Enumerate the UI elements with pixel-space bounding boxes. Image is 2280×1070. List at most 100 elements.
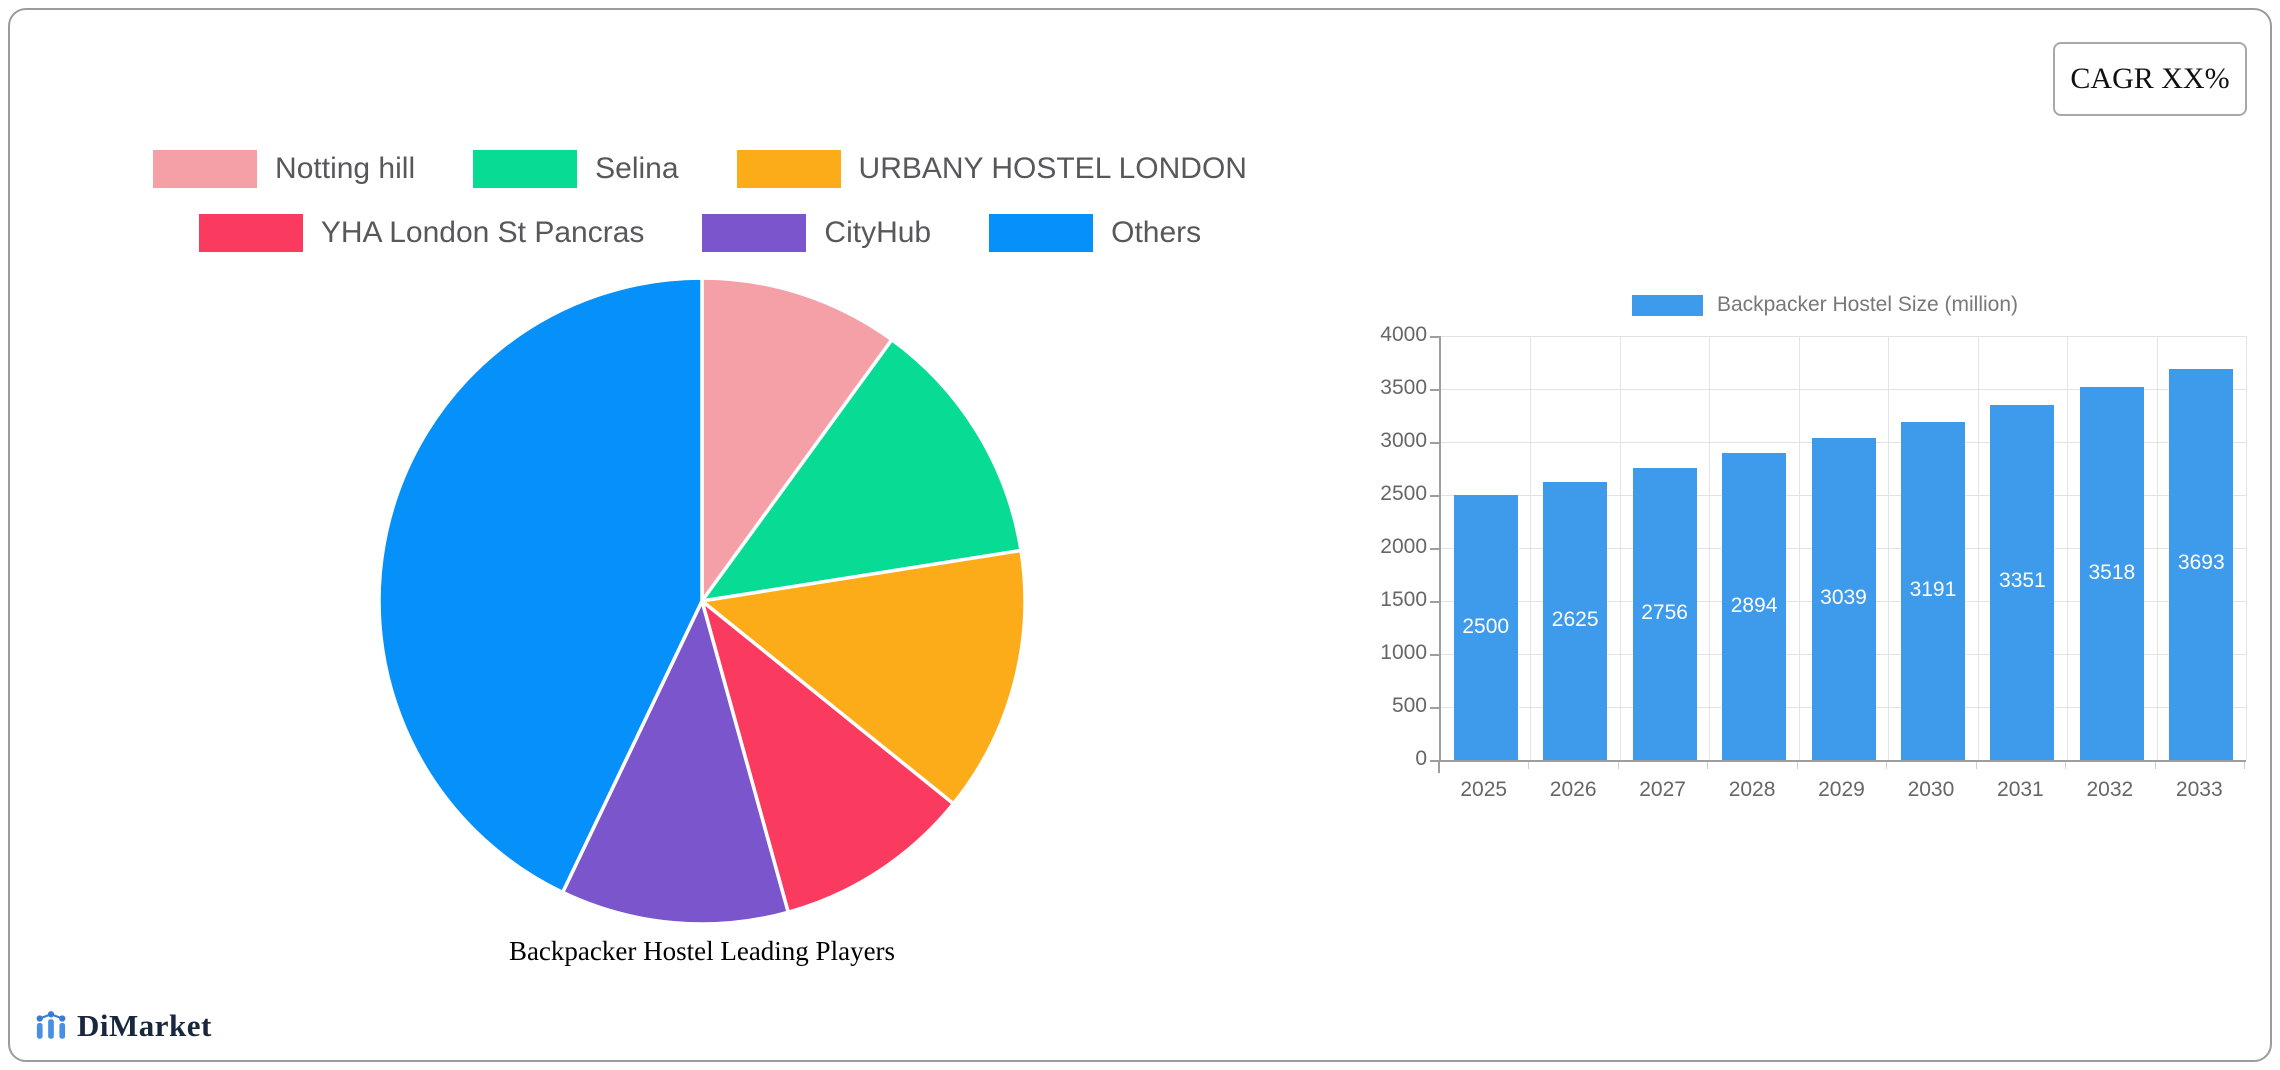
y-axis-tick [1430, 495, 1439, 497]
x-axis-tick [1975, 760, 1977, 769]
x-axis-tick [2065, 760, 2067, 769]
bar-chart-legend: Backpacker Hostel Size (million) [1395, 293, 2255, 317]
v-gridline [1977, 336, 1979, 760]
y-axis-tick [1430, 548, 1439, 550]
x-axis-tick [1528, 760, 1530, 769]
legend-swatch [198, 214, 303, 252]
bar-value-label: 2500 [1462, 614, 1510, 638]
x-axis-tick [1617, 760, 1619, 769]
bar-value-label: 3518 [2088, 560, 2136, 584]
bar-value-label: 2625 [1551, 607, 1599, 631]
legend-item[interactable]: Selina [473, 150, 679, 188]
pie-slice-notting-hill[interactable] [700, 276, 894, 603]
x-axis-tick-label: 2025 [1460, 778, 1508, 801]
bar-chart: Backpacker Hostel Size (million) 0 500 100… [1380, 288, 2265, 833]
x-axis-tick-label: 2027 [1639, 778, 1686, 801]
cagr-badge: CAGR XX% [2053, 42, 2247, 116]
v-gridline [2246, 336, 2247, 760]
bar-2027[interactable]: 2756 [1632, 467, 1697, 760]
bar-2032[interactable]: 3518 [2079, 387, 2144, 760]
x-axis-tick [1707, 760, 1709, 769]
bar-2030[interactable]: 3191 [1900, 421, 1965, 760]
x-axis-tick-label: 2028 [1728, 778, 1776, 801]
x-axis-tick-label: 2031 [1997, 778, 2044, 801]
bar-2028[interactable]: 2894 [1722, 453, 1787, 760]
legend-item[interactable]: Notting hill [153, 150, 415, 188]
y-axis-tick-label: 2000 [1380, 535, 1427, 558]
y-axis-tick-label: 0 [1415, 747, 1427, 770]
h-gridline [1441, 389, 2246, 390]
bar-value-label: 3693 [2177, 551, 2225, 575]
bar-2031[interactable]: 3351 [1990, 404, 2055, 760]
y-axis-tick-label: 500 [1391, 694, 1427, 717]
pie-legend-row: YHA London St Pancras CityHub Others [140, 214, 1260, 252]
y-axis-tick-label: 2500 [1380, 482, 1427, 505]
legend-swatch [153, 150, 258, 188]
y-axis-tick [1430, 336, 1439, 338]
pie-slice-cityhub[interactable] [560, 599, 790, 926]
bar-value-label: 2894 [1730, 593, 1778, 617]
y-axis-tick [1430, 707, 1439, 709]
y-axis-tick-label: 4000 [1380, 323, 1427, 346]
x-axis-tick-label: 2030 [1907, 778, 1955, 801]
pie-chart-svg [377, 276, 1027, 926]
legend-label: Notting hill [275, 152, 416, 185]
pie-chart-title: Backpacker Hostel Leading Players [508, 936, 896, 966]
bar-2029[interactable]: 3039 [1811, 437, 1876, 760]
pie-chart [352, 251, 1052, 951]
y-axis-tick-label: 1500 [1380, 588, 1427, 611]
legend-swatch [473, 150, 578, 188]
x-axis-tick [2154, 760, 2156, 769]
y-axis-tick-label: 1000 [1380, 641, 1427, 664]
x-axis-tick-label: 2032 [2086, 778, 2134, 801]
pie-slice-others[interactable] [377, 276, 704, 895]
legend-label: URBANY HOSTEL LONDON [858, 152, 1247, 185]
legend-swatch [702, 214, 807, 252]
bar-chart-logo-icon [36, 1011, 66, 1039]
bar-value-label: 3351 [1999, 569, 2046, 593]
legend-label: CityHub [824, 216, 932, 249]
y-axis-tick-label: 3500 [1380, 376, 1427, 399]
v-gridline [1619, 336, 1621, 760]
bar-2026[interactable]: 2625 [1543, 481, 1608, 760]
x-axis-tick-label: 2026 [1549, 778, 1597, 801]
v-gridline [2156, 336, 2158, 760]
y-axis-tail [1438, 760, 1440, 773]
bar-value-label: 3191 [1909, 577, 1957, 601]
v-gridline [1798, 336, 1800, 760]
bar-2025[interactable]: 2500 [1453, 495, 1518, 760]
legend-item[interactable]: Others [989, 214, 1201, 252]
brand-name: DiMarket [77, 1008, 212, 1043]
pie-legend: Notting hill Selina URBANY HOSTEL LONDON YH… [140, 150, 1260, 252]
y-axis-tick [1430, 760, 1439, 762]
y-axis-tick-label: 3000 [1380, 429, 1427, 452]
h-gridline [1441, 336, 2246, 337]
y-axis-tick [1430, 654, 1439, 656]
brand-logo: DiMarket [33, 1008, 212, 1044]
v-gridline [1709, 336, 1711, 760]
legend-label: Selina [595, 152, 679, 185]
legend-item[interactable]: YHA London St Pancras [198, 214, 645, 252]
pie-slice-urbany-hostel-london[interactable] [700, 548, 1027, 806]
bar-plot-area: 2500 2625 2756 2894 3039 3191 3351 3518 3693 [1439, 336, 2247, 762]
pie-legend-row: Notting hill Selina URBANY HOSTEL LONDON [140, 150, 1260, 188]
bar-value-label: 2756 [1641, 600, 1688, 624]
legend-item[interactable]: URBANY HOSTEL LONDON [736, 150, 1247, 188]
legend-label: YHA London St Pancras [320, 216, 645, 249]
pie-slice-selina[interactable] [700, 337, 1023, 603]
x-axis-tick [1886, 760, 1888, 769]
x-axis-tick [1796, 760, 1798, 769]
legend-swatch [736, 150, 841, 188]
y-axis-tick [1430, 389, 1439, 391]
legend-label: Others [1111, 216, 1202, 249]
y-axis-tick [1430, 442, 1439, 444]
v-gridline [2067, 336, 2069, 760]
cagr-label: CAGR XX% [2070, 62, 2230, 95]
x-axis-tick-label: 2033 [2175, 778, 2223, 801]
bar-2033[interactable]: 3693 [2169, 368, 2234, 760]
bar-legend-swatch [1631, 294, 1703, 316]
x-axis-tick-label: 2029 [1818, 778, 1865, 801]
legend-item[interactable]: CityHub [702, 214, 931, 252]
pie-slice-yha-london-st-pancras[interactable] [700, 599, 956, 915]
y-axis-tick [1430, 601, 1439, 603]
